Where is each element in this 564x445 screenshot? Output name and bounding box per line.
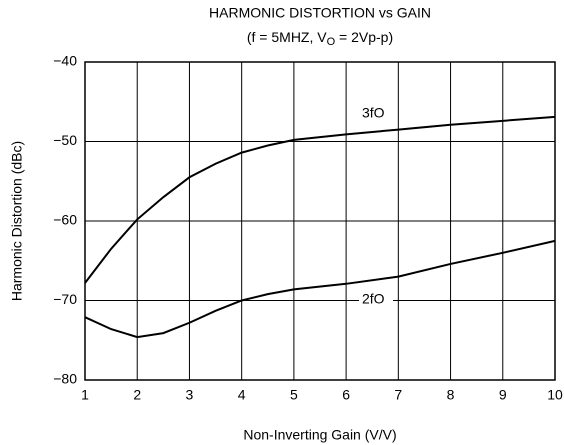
series-line: [84, 115, 556, 284]
series-label: 3fO: [362, 105, 385, 121]
x-tick-label: 10: [547, 387, 563, 403]
x-tick-label: 5: [290, 387, 298, 403]
plot-frame: [84, 61, 556, 381]
subtitle-part: (f = 5MHZ, V: [247, 29, 327, 45]
y-tick-label: −60: [53, 212, 77, 228]
y-tick-label: −50: [53, 132, 77, 148]
x-tick-label: 2: [133, 387, 141, 403]
y-tick-label: −70: [53, 291, 77, 307]
chart-subtitle: (f = 5MHZ, VO = 2Vp-p): [247, 29, 393, 48]
x-axis-label: Non-Inverting Gain (V/V): [243, 427, 396, 443]
series-line: [84, 239, 556, 339]
y-tick-label: −80: [53, 371, 77, 387]
x-tick-label: 3: [186, 387, 194, 403]
x-tick-label: 6: [342, 387, 350, 403]
x-tick-label: 7: [394, 387, 402, 403]
x-tick-label: 4: [238, 387, 246, 403]
subtitle-part: = 2Vp-p): [335, 29, 393, 45]
chart-title: HARMONIC DISTORTION vs GAIN: [209, 5, 431, 21]
x-tick-label: 1: [81, 387, 89, 403]
x-tick-label: 9: [499, 387, 507, 403]
x-tick-label: 8: [447, 387, 455, 403]
subtitle-subscript: O: [327, 36, 336, 48]
y-axis-label: Harmonic Distortion (dBc): [9, 141, 25, 301]
series-label-bg: [359, 290, 393, 310]
series-label-bg: [359, 104, 393, 124]
series-label: 2fO: [362, 291, 385, 307]
y-tick-label: −40: [53, 53, 77, 69]
